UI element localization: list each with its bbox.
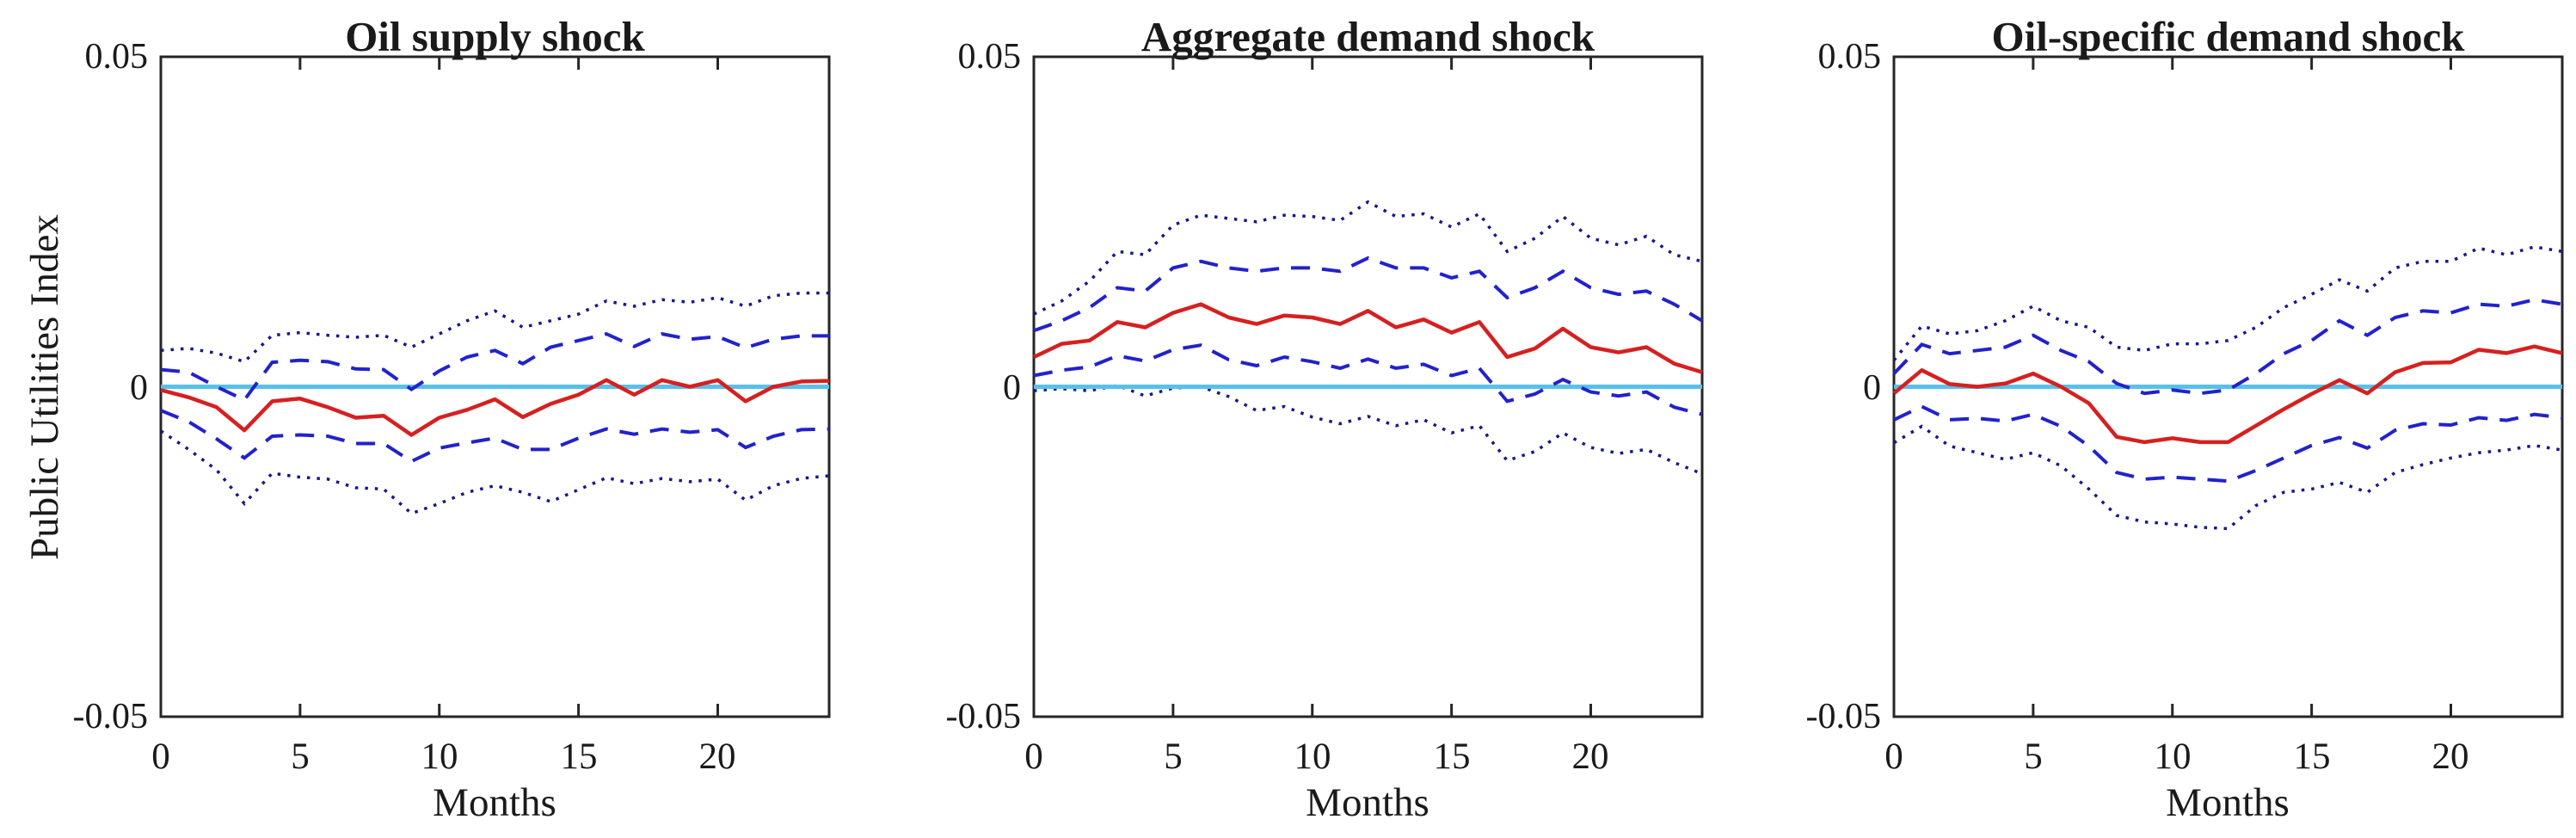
panel-1-inner-band-upper xyxy=(160,331,829,403)
xtick-label: 15 xyxy=(560,736,598,777)
panel-1-impulse-response xyxy=(160,378,830,437)
xtick-label: 20 xyxy=(2432,736,2469,777)
xtick-label: 5 xyxy=(1164,736,1183,777)
ytick-label: -0.05 xyxy=(72,697,149,736)
ytick-label: -0.05 xyxy=(945,697,1022,736)
x-axis-label: Months xyxy=(1306,780,1429,825)
panel-2-inner-band-upper xyxy=(1033,256,1704,333)
ytick-label: 0.05 xyxy=(957,37,1022,77)
ytick-label: -0.05 xyxy=(1805,697,1882,736)
xtick-label: 20 xyxy=(1571,736,1609,777)
xtick-label: 15 xyxy=(1433,736,1471,777)
panel-title-oil-supply: Oil supply shock xyxy=(345,13,645,60)
xtick-label: 0 xyxy=(151,736,170,777)
xtick-label: 10 xyxy=(421,736,458,777)
xtick-label: 10 xyxy=(2154,736,2192,777)
panel-title-aggregate-demand: Aggregate demand shock xyxy=(1140,13,1595,60)
xtick-label: 10 xyxy=(1294,736,1331,777)
panel-1-outer-band-lower xyxy=(160,429,830,515)
xtick-label: 20 xyxy=(698,736,736,777)
panel-1-outer-band-upper xyxy=(160,291,829,364)
panel-3-inner-band-lower xyxy=(1893,404,2563,484)
x-axis-label: Months xyxy=(433,780,556,825)
ytick-label: 0.05 xyxy=(84,37,149,77)
xtick-label: 0 xyxy=(1884,736,1903,777)
panel-3-outer-band-lower xyxy=(1893,424,2563,531)
panel-2-impulse-response xyxy=(1033,302,1703,374)
ytick-label: 0.05 xyxy=(1817,37,1882,77)
xtick-label: 5 xyxy=(291,736,310,777)
xtick-label: 0 xyxy=(1024,736,1043,777)
panel-1-inner-band-lower xyxy=(160,409,830,464)
panel-3-outer-band-upper xyxy=(1892,245,2563,361)
panel-2-inner-band-lower xyxy=(1033,343,1703,416)
panel-2-outer-band-lower xyxy=(1033,384,1703,476)
panel-3-impulse-response xyxy=(1892,344,2563,445)
ytick-label: 0 xyxy=(1003,368,1021,408)
xtick-label: 5 xyxy=(2024,736,2043,777)
panel-3-inner-band-upper xyxy=(1892,298,2563,396)
ytick-label: 0 xyxy=(130,368,148,408)
panel-2-outer-band-upper xyxy=(1033,200,1703,316)
ytick-label: 0 xyxy=(1863,368,1881,408)
panel-title-oil-specific-demand: Oil-specific demand shock xyxy=(1991,13,2465,60)
x-axis-label: Months xyxy=(2166,780,2290,825)
xtick-label: 15 xyxy=(2293,736,2331,777)
